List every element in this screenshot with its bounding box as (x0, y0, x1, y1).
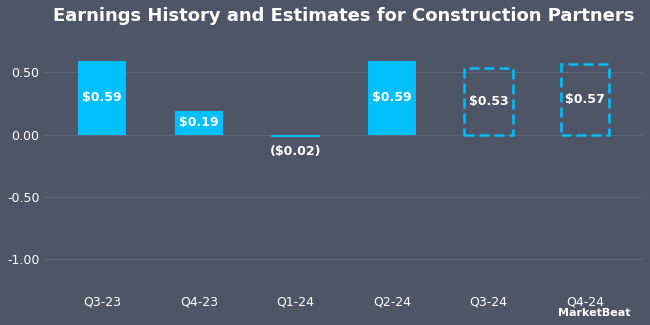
Bar (271, 135, 320, 137)
Text: $0.19: $0.19 (179, 116, 218, 129)
Title: Earnings History and Estimates for Construction Partners: Earnings History and Estimates for Const… (53, 7, 634, 25)
Text: $0.57: $0.57 (566, 93, 605, 106)
Bar (78, 61, 126, 135)
Text: $0.59: $0.59 (372, 91, 412, 104)
Bar (368, 61, 416, 135)
Bar (175, 111, 223, 135)
Text: ($0.02): ($0.02) (270, 145, 321, 158)
Text: $0.53: $0.53 (469, 95, 508, 108)
Bar (561, 63, 609, 135)
Bar (464, 69, 513, 135)
Text: $0.59: $0.59 (83, 91, 122, 104)
Text: MarketBeat: MarketBeat (558, 308, 630, 318)
